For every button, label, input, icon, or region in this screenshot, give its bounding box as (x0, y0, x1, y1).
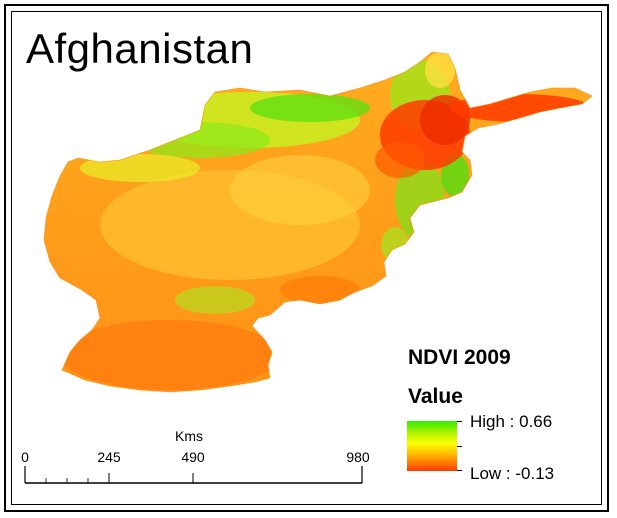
inner-frame (11, 11, 602, 505)
scale-tick-label: 0 (21, 449, 29, 465)
scale-unit-label: Kms (175, 428, 203, 444)
scale-tick-label: 245 (97, 449, 121, 465)
legend-tick-mid (457, 446, 462, 447)
map-title: Afghanistan (26, 25, 254, 72)
scale-tick-label: 490 (181, 449, 205, 465)
legend-title: NDVI 2009 (408, 346, 511, 369)
legend-low-label: Low : -0.13 (470, 464, 555, 483)
scale-bar (24, 466, 363, 484)
outer-frame (4, 4, 609, 512)
legend-subtitle: Value (408, 385, 463, 408)
legend-tick-low (457, 470, 462, 471)
legend-tick-high (457, 421, 462, 422)
legend-color-ramp (407, 421, 457, 471)
legend-high-label: High : 0.66 (470, 412, 553, 431)
scale-tick-label: 980 (346, 449, 370, 465)
